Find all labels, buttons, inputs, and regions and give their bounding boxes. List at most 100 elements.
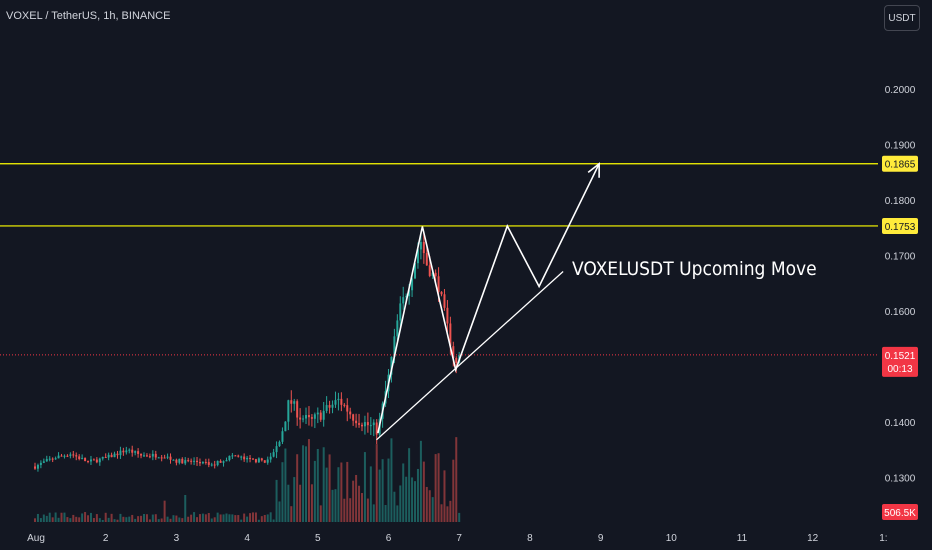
volume-bar bbox=[84, 512, 87, 522]
volume-bar bbox=[175, 515, 178, 522]
volume-bar bbox=[249, 513, 252, 522]
candle-body bbox=[440, 291, 443, 295]
candle-body bbox=[160, 457, 163, 459]
candle-body bbox=[284, 421, 287, 432]
candle-body bbox=[405, 296, 408, 298]
candle-body bbox=[452, 346, 455, 358]
candle-body bbox=[278, 441, 281, 447]
candle-body bbox=[142, 455, 145, 457]
candle-body bbox=[422, 241, 425, 254]
drawings[interactable]: VOXELUSDT Upcoming Move bbox=[376, 162, 817, 441]
candle-body bbox=[36, 464, 39, 469]
volume-bar bbox=[42, 514, 45, 522]
volume-bar bbox=[446, 506, 449, 522]
x-axis-tick-label: 1: bbox=[879, 533, 887, 544]
y-axis-tick-label: 0.1600 bbox=[885, 307, 916, 318]
volume-bar bbox=[51, 517, 54, 522]
candle-body bbox=[266, 459, 269, 463]
volume-bar bbox=[119, 513, 122, 522]
volume-bar bbox=[107, 517, 110, 522]
candle-body bbox=[455, 357, 458, 363]
volume-bar bbox=[95, 514, 98, 522]
volume-bar bbox=[272, 519, 275, 522]
horizontal-levels[interactable]: 0.1865 0.1753 0.1521 00:13 506.5K bbox=[0, 155, 918, 520]
candle-body bbox=[316, 412, 319, 415]
volume-bars bbox=[34, 437, 461, 522]
candle-body bbox=[92, 459, 95, 461]
candle-body bbox=[196, 460, 199, 463]
candle-body bbox=[166, 456, 169, 458]
candle-body bbox=[113, 453, 116, 458]
y-axis-tick-label: 0.1300 bbox=[885, 474, 916, 485]
volume-bar bbox=[125, 517, 128, 522]
volume-bar bbox=[455, 437, 458, 522]
volume-bar bbox=[349, 498, 352, 522]
candle-body bbox=[39, 462, 42, 465]
trendline[interactable] bbox=[376, 271, 564, 441]
volume-bar bbox=[196, 517, 199, 522]
candle-body bbox=[414, 263, 417, 279]
projection-path[interactable] bbox=[377, 163, 600, 434]
candle-body bbox=[425, 253, 428, 266]
volume-bar bbox=[387, 458, 390, 522]
time-axis[interactable]: Aug 2 3 4 5 6 7 8 9 10 11 12 1: bbox=[27, 533, 887, 544]
x-axis-tick-label: 11 bbox=[737, 533, 748, 544]
volume-bar bbox=[260, 516, 263, 522]
candle-body bbox=[207, 462, 210, 465]
x-axis-tick-label: 12 bbox=[807, 533, 819, 544]
volume-bar bbox=[375, 444, 378, 522]
currency-button[interactable]: USDT bbox=[884, 5, 920, 31]
volume-bar bbox=[101, 519, 104, 522]
volume-bar bbox=[411, 477, 414, 522]
volume-bar bbox=[92, 518, 95, 522]
volume-bar bbox=[154, 514, 157, 522]
price-axis[interactable]: 0.2000 0.1900 0.1800 0.1700 0.1600 0.1400 0.13… bbox=[885, 85, 916, 485]
volume-bar bbox=[390, 438, 393, 522]
volume-bar bbox=[246, 516, 249, 522]
candle-body bbox=[355, 420, 358, 424]
candle-body bbox=[169, 456, 172, 460]
volume-bar bbox=[166, 516, 169, 522]
volume-bar bbox=[257, 519, 260, 522]
candle-body bbox=[110, 454, 113, 458]
candle-body bbox=[269, 456, 272, 460]
y-axis-tick-label: 0.2000 bbox=[885, 85, 916, 96]
candle-body bbox=[213, 464, 216, 466]
x-axis-tick-label: 10 bbox=[666, 533, 678, 544]
candle-body bbox=[163, 457, 166, 459]
candle-body bbox=[122, 450, 125, 453]
volume-bar bbox=[81, 513, 84, 522]
volume-bar bbox=[63, 512, 66, 522]
volume-bar bbox=[48, 512, 51, 522]
candle-body bbox=[257, 458, 260, 463]
volume-bar bbox=[234, 515, 237, 522]
volume-bar bbox=[408, 448, 411, 522]
candle-body bbox=[216, 460, 219, 466]
volume-bar bbox=[296, 454, 299, 522]
candle-body bbox=[290, 400, 293, 404]
candle-body bbox=[75, 455, 78, 457]
level-price-label: 0.1753 bbox=[885, 222, 916, 233]
candle-body bbox=[260, 458, 263, 461]
candle-body bbox=[240, 456, 243, 458]
candle-body bbox=[322, 410, 325, 420]
volume-bar bbox=[443, 470, 446, 522]
volume-bar bbox=[340, 462, 343, 522]
candle-body bbox=[399, 303, 402, 321]
candle-body bbox=[366, 422, 369, 426]
candle-body bbox=[190, 460, 193, 462]
candle-body bbox=[98, 458, 101, 463]
volume-bar bbox=[69, 518, 72, 522]
volume-bar bbox=[372, 504, 375, 522]
candle-body bbox=[148, 456, 151, 458]
volume-bar bbox=[399, 485, 402, 522]
volume-bar bbox=[381, 459, 384, 522]
x-axis-tick-label: 2 bbox=[103, 533, 109, 544]
annotation-text[interactable]: VOXELUSDT Upcoming Move bbox=[572, 258, 817, 280]
volume-bar bbox=[207, 513, 210, 522]
y-axis-tick-label: 0.1400 bbox=[885, 418, 916, 429]
volume-bar bbox=[328, 454, 331, 522]
candle-body bbox=[419, 241, 422, 250]
volume-bar bbox=[128, 516, 131, 522]
